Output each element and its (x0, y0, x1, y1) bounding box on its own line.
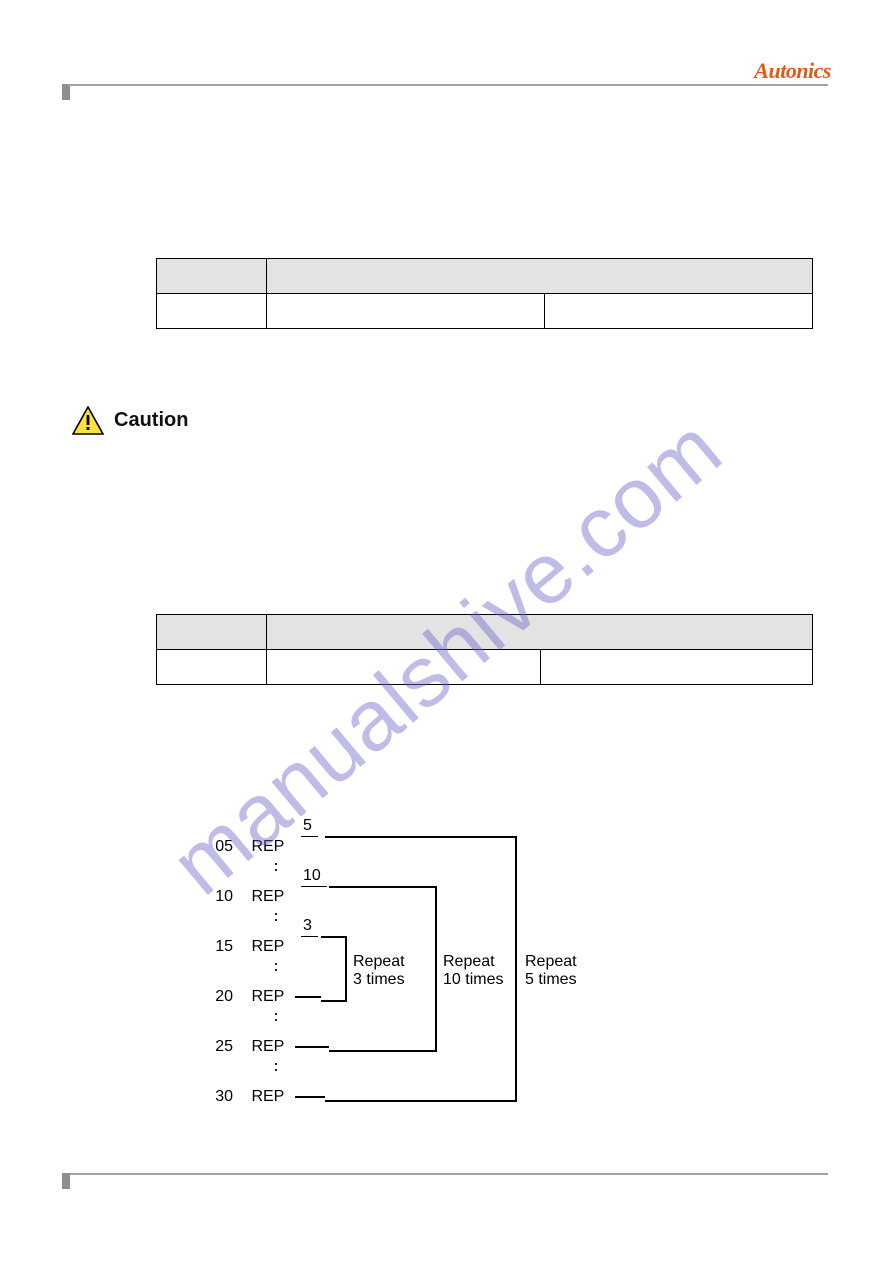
step-label: REP (251, 938, 284, 955)
bracket-middle-foot (295, 1046, 329, 1048)
step-num: 25 (205, 1038, 233, 1056)
header-tick (62, 84, 70, 100)
brand-logo: Autonics (754, 58, 831, 84)
bracket-outer-foot (295, 1096, 325, 1098)
warning-triangle-icon (72, 406, 104, 435)
bracket-inner-foot (295, 996, 321, 998)
step-num: 30 (205, 1088, 233, 1106)
caution-callout: Caution (72, 406, 188, 435)
table1-r1c1 (157, 294, 267, 329)
footer-tick (62, 1173, 70, 1189)
repeat-structure-diagram: 05 REP ·· 10 REP ·· 15 REP ·· 20 REP ·· … (205, 838, 665, 1108)
table2-r1c1 (157, 650, 267, 685)
table1-header-c2 (267, 259, 813, 294)
diagram-step-6: 30 REP (205, 1088, 284, 1106)
table2-header-c1 (157, 615, 267, 650)
step-num: 10 (205, 888, 233, 906)
parameter-table-1 (156, 258, 813, 329)
footer-rule (68, 1173, 828, 1175)
step-dots: ·· (273, 860, 279, 872)
step-label: REP (251, 988, 284, 1005)
step-dots: ·· (273, 1060, 279, 1072)
table1-r1c2 (267, 294, 545, 329)
repeat-label-outer: Repeat5 times (525, 953, 577, 989)
table2-header-c2 (267, 615, 813, 650)
count-value-10: 10 (301, 867, 327, 887)
step-label: REP (251, 888, 284, 905)
parameter-table-2 (156, 614, 813, 685)
step-dots: ·· (273, 910, 279, 922)
table1-header-c1 (157, 259, 267, 294)
step-num: 20 (205, 988, 233, 1006)
bracket-inner (321, 936, 347, 1002)
header-rule (68, 84, 828, 86)
caution-label: Caution (114, 409, 188, 432)
table1-r1c3 (545, 294, 813, 329)
repeat-label-inner: Repeat3 times (353, 953, 405, 989)
repeat-label-middle: Repeat10 times (443, 953, 503, 989)
step-label: REP (251, 838, 284, 855)
step-num: 05 (205, 838, 233, 856)
step-dots: ·· (273, 960, 279, 972)
count-value-5: 5 (301, 817, 318, 837)
step-label: REP (251, 1038, 284, 1055)
step-label: REP (251, 1088, 284, 1105)
table2-r1c3 (541, 650, 813, 685)
count-value-3: 3 (301, 917, 318, 937)
step-dots: ·· (273, 1010, 279, 1022)
table2-r1c2 (267, 650, 541, 685)
step-num: 15 (205, 938, 233, 956)
